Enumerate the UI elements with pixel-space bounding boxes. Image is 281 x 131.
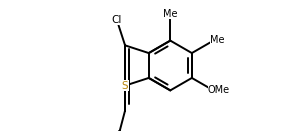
Text: Me: Me — [210, 35, 224, 45]
Text: Cl: Cl — [112, 15, 122, 25]
Text: S: S — [122, 81, 128, 91]
Text: Me: Me — [163, 9, 178, 19]
Text: OMe: OMe — [208, 86, 230, 95]
